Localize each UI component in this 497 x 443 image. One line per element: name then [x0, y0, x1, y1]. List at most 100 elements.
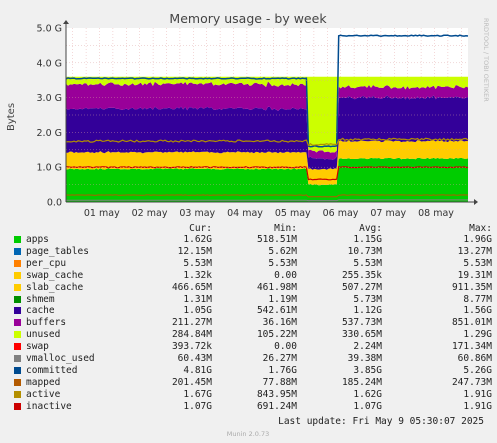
legend-value-cur: 1.07G	[183, 400, 212, 412]
legend-swatch	[14, 283, 21, 291]
line-active	[65, 137, 469, 147]
legend-value-avg: 1.62G	[353, 388, 382, 400]
legend-swatch	[14, 295, 21, 303]
legend-value-avg: 5.73M	[353, 293, 382, 305]
y-tick-label: 4.0 G	[37, 58, 63, 69]
legend-value-max: 1.29G	[463, 329, 492, 341]
legend-value-max: 1.96G	[463, 234, 492, 245]
x-tick-label: 02 may	[132, 208, 168, 219]
legend-value-cur: 1.05G	[183, 305, 212, 317]
x-tick-label: 07 may	[370, 208, 406, 219]
legend-value-cur: 393.72k	[171, 341, 212, 353]
legend-column-header: Max:	[469, 223, 492, 234]
legend-swatch	[14, 271, 21, 279]
legend-series-name: committed	[26, 364, 78, 376]
legend-value-avg: 507.27M	[341, 281, 382, 293]
legend-swatch	[14, 319, 21, 327]
legend-swatch	[14, 390, 21, 398]
legend-swatch	[14, 331, 21, 339]
legend-swatch	[14, 259, 21, 267]
area-buffers	[66, 81, 468, 160]
legend-value-max: 851.01M	[451, 317, 492, 329]
legend-value-min: 5.62M	[268, 245, 297, 257]
legend-value-min: 0.00	[274, 269, 297, 281]
legend-value-max: 1.91G	[463, 388, 492, 400]
legend-swatch	[14, 366, 21, 374]
legend-column-header: Cur:	[189, 223, 212, 234]
y-tick-label: 1.0 G	[37, 163, 63, 174]
legend-value-min: 5.53M	[268, 257, 297, 269]
y-tick-label: 0.0	[47, 198, 62, 209]
legend-value-min: 0.00	[274, 341, 297, 353]
y-tick-label: 2.0 G	[37, 128, 63, 139]
legend-value-min: 518.51M	[256, 234, 297, 245]
legend-value-avg: 5.53M	[353, 257, 382, 269]
legend-value-min: 542.61M	[256, 305, 297, 317]
legend-value-max: 247.73M	[451, 376, 492, 388]
legend-value-avg: 1.12G	[353, 305, 382, 317]
x-tick-label: 03 may	[179, 208, 215, 219]
area-unused	[66, 76, 468, 153]
legend-column-header: Min:	[274, 223, 297, 234]
legend-value-cur: 201.45M	[171, 376, 212, 388]
line-vmalloc_used	[66, 199, 468, 202]
legend-value-max: 13.27M	[457, 245, 492, 257]
legend-value-max: 19.31M	[457, 269, 492, 281]
legend-series-name: active	[26, 388, 61, 400]
legend-value-avg: 39.38M	[347, 353, 382, 364]
y-axis-label: Bytes	[6, 103, 17, 131]
legend-swatch	[14, 236, 21, 243]
legend-value-cur: 211.27M	[171, 317, 212, 329]
legend-value-min: 843.95M	[256, 388, 297, 400]
x-tick-label: 06 may	[323, 208, 359, 219]
legend-series-name: shmem	[26, 293, 55, 305]
legend-value-avg: 185.24M	[341, 376, 382, 388]
legend-value-cur: 1.67G	[183, 388, 212, 400]
x-tick-label: 01 may	[84, 208, 120, 219]
legend-value-avg: 255.35k	[341, 269, 382, 281]
legend-value-max: 8.77M	[463, 293, 492, 305]
area-apps	[66, 157, 468, 202]
legend-series-name: cache	[26, 305, 55, 317]
legend-series-name: slab_cache	[26, 281, 84, 293]
legend-swatch	[14, 402, 21, 410]
legend-series-name: unused	[26, 329, 61, 341]
legend-series-name: page_tables	[26, 245, 89, 257]
legend-series-name: apps	[26, 234, 49, 245]
chart-title: Memory usage - by week	[169, 11, 327, 26]
legend-swatch	[14, 343, 21, 351]
legend-series-name: inactive	[26, 400, 72, 412]
line-inactive	[65, 166, 469, 181]
legend-value-cur: 1.32k	[183, 269, 212, 281]
legend-value-min: 26.27M	[262, 353, 297, 364]
legend-series-name: vmalloc_used	[26, 353, 95, 364]
y-tick-label: 3.0 G	[37, 93, 63, 104]
x-tick-label: 04 may	[227, 208, 263, 219]
legend-series-name: mapped	[26, 376, 61, 388]
legend-value-min: 77.88M	[262, 376, 297, 388]
footer-version: Munin 2.0.73	[227, 430, 270, 438]
legend-value-avg: 3.85G	[353, 364, 382, 376]
legend-swatch	[14, 307, 21, 315]
last-update: Last update: Fri May 9 05:30:07 2025	[278, 416, 484, 427]
legend-value-min: 691.24M	[256, 400, 297, 412]
legend-value-min: 1.76G	[268, 364, 297, 376]
legend-value-cur: 1.62G	[183, 234, 212, 245]
legend-value-avg: 1.07G	[353, 400, 382, 412]
legend-series-name: buffers	[26, 317, 67, 329]
legend-value-cur: 5.53M	[183, 257, 212, 269]
legend-swatch	[14, 355, 21, 362]
legend-series-name: swap_cache	[26, 269, 84, 281]
legend-value-avg: 1.15G	[353, 234, 382, 245]
legend-series-name: per_cpu	[26, 257, 67, 269]
legend-value-max: 171.34M	[451, 341, 492, 353]
legend-value-max: 5.53M	[463, 257, 492, 269]
legend-value-avg: 330.65M	[341, 329, 382, 341]
legend-swatch	[14, 378, 21, 386]
legend-value-min: 105.22M	[256, 329, 297, 341]
line-committed	[65, 34, 469, 148]
legend-swatch	[14, 247, 21, 255]
legend-value-max: 5.26G	[463, 364, 492, 376]
legend-value-cur: 60.43M	[177, 353, 212, 364]
legend-value-avg: 537.73M	[341, 317, 382, 329]
